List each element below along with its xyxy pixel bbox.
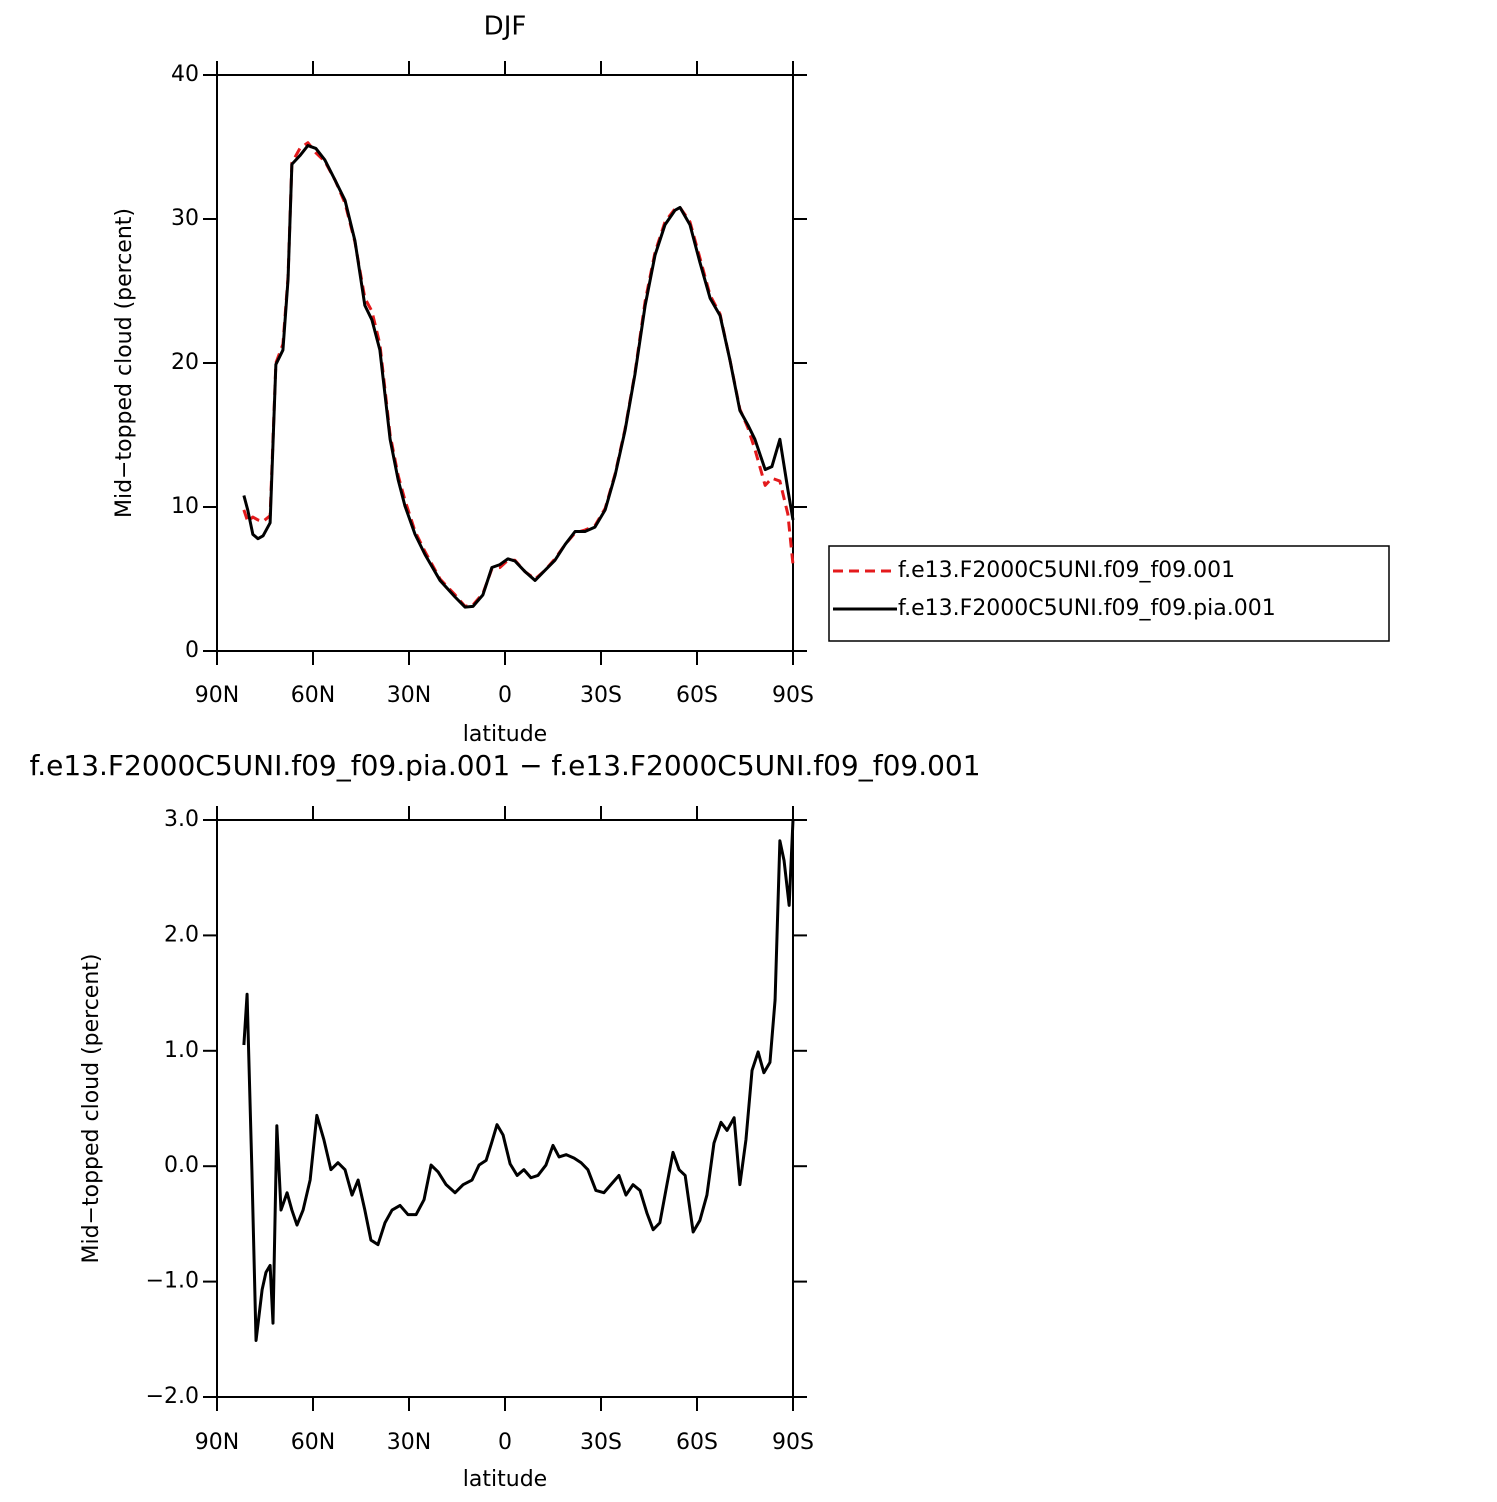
y-axis-label: Mid−topped cloud (percent) (112, 208, 137, 518)
data-line (242, 144, 795, 609)
x-tick-label: 30N (387, 683, 431, 708)
chart-title: DJF (484, 12, 527, 42)
x-tick-label: 90N (195, 1430, 239, 1455)
x-tick-label: 60N (291, 1430, 335, 1455)
x-tick-label: 60S (676, 683, 718, 708)
x-tick-label: 90S (772, 1430, 814, 1455)
data-line (242, 819, 795, 1342)
x-tick-label: 30S (580, 1430, 622, 1455)
chart-title: f.e13.F2000C5UNI.f09_f09.pia.001 − f.e13… (29, 749, 980, 782)
x-tick-label: 60S (676, 1430, 718, 1455)
data-line (242, 141, 795, 608)
legend-label: f.e13.F2000C5UNI.f09_f09.pia.001 (898, 596, 1276, 621)
x-axis-label: latitude (463, 1467, 547, 1492)
x-tick-label: 0 (498, 1430, 512, 1455)
y-tick-label: −1.0 (146, 1269, 199, 1294)
y-tick-label: 0 (185, 638, 199, 663)
y-tick-label: 20 (171, 350, 199, 375)
plot-frame (216, 819, 794, 1398)
x-axis-label: latitude (463, 722, 547, 747)
legend-label: f.e13.F2000C5UNI.f09_f09.001 (898, 558, 1235, 583)
y-tick-label: 1.0 (164, 1038, 199, 1063)
y-tick-label: 2.0 (164, 922, 199, 947)
y-tick-label: 30 (171, 206, 199, 231)
x-tick-label: 90N (195, 683, 239, 708)
y-tick-label: −2.0 (146, 1384, 199, 1409)
x-tick-label: 0 (498, 683, 512, 708)
y-tick-label: 0.0 (164, 1153, 199, 1178)
y-tick-label: 10 (171, 494, 199, 519)
y-tick-label: 40 (171, 62, 199, 87)
x-tick-label: 30N (387, 1430, 431, 1455)
y-tick-label: 3.0 (164, 807, 199, 832)
plot-frame (216, 74, 794, 652)
legend-box (828, 545, 1390, 642)
x-tick-label: 90S (772, 683, 814, 708)
x-tick-label: 60N (291, 683, 335, 708)
y-axis-label: Mid−topped cloud (percent) (79, 954, 104, 1264)
x-tick-label: 30S (580, 683, 622, 708)
